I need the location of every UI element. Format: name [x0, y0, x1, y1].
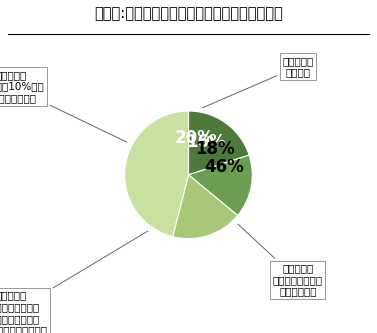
Text: 20%: 20% — [175, 130, 215, 148]
Wedge shape — [188, 111, 249, 175]
Text: 18%: 18% — [195, 140, 234, 158]
Text: グループ１
既に保有: グループ１ 既に保有 — [203, 56, 313, 108]
Text: 図表４:老後の生活のための準備状況別世帯割合: 図表４:老後の生活のための準備状況別世帯割合 — [94, 6, 283, 22]
Wedge shape — [173, 175, 238, 239]
Text: グループ２
今後の資金計画次
第で達成可能: グループ２ 今後の資金計画次 第で達成可能 — [238, 224, 323, 296]
Wedge shape — [125, 111, 188, 237]
Wedge shape — [188, 155, 252, 215]
Text: 16%: 16% — [186, 133, 226, 151]
Text: グループ４
生活水準が10%以上
低下する可能性大: グループ４ 生活水準が10%以上 低下する可能性大 — [0, 70, 127, 142]
Text: 46%: 46% — [205, 158, 244, 175]
Text: グループ３
今後の資金計画次第
で生活水準の低下を
10%未満に抑えられる: グループ３ 今後の資金計画次第 で生活水準の低下を 10%未満に抑えられる — [0, 231, 148, 333]
